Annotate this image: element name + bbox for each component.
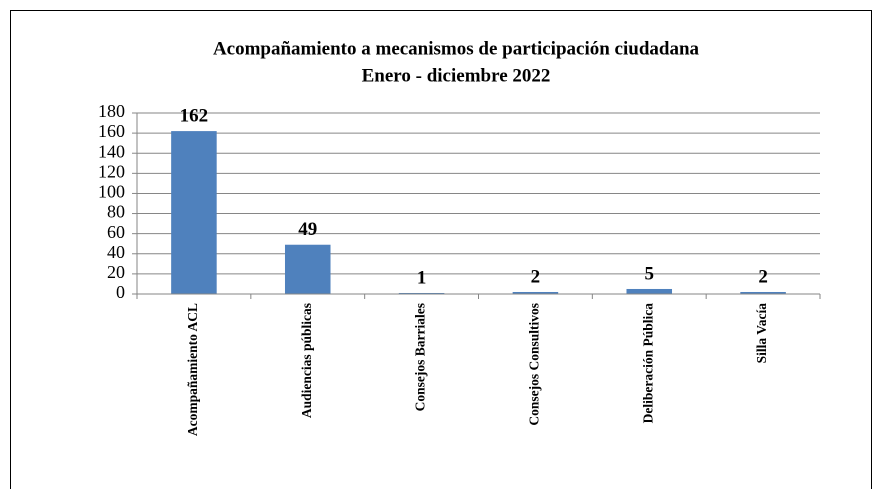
frame [10, 10, 872, 489]
x-tick-label: Consejos Consultivos [527, 303, 542, 426]
x-tick-label: Acompañamiento ACL [185, 303, 200, 436]
chart-title: Acompañamiento a mecanismos de participa… [213, 38, 700, 59]
chart-subtitle: Enero - diciembre 2022 [362, 65, 551, 86]
value-label: 1 [417, 267, 427, 288]
y-tick-label: 120 [98, 161, 125, 181]
bar [284, 244, 331, 294]
value-label: 162 [180, 105, 209, 126]
y-tick-label: 60 [107, 222, 125, 242]
x-tick-label: Consejos Barriales [413, 303, 428, 411]
y-tick-label: 80 [107, 202, 125, 222]
y-tick-label: 180 [98, 101, 125, 121]
bar [512, 291, 559, 294]
bar [626, 288, 673, 294]
x-tick-label: Deliberación Pública [640, 303, 655, 424]
x-tick-label: Silla Vacía [754, 303, 769, 364]
value-label: 2 [758, 266, 768, 287]
value-label: 49 [298, 219, 317, 240]
y-tick-label: 160 [98, 121, 125, 141]
x-tick-label: Audiencias públicas [299, 303, 314, 418]
bar [398, 292, 445, 294]
y-tick-label: 100 [98, 182, 125, 202]
bar [171, 131, 217, 294]
y-tick-label: 20 [107, 262, 125, 282]
bar [740, 291, 786, 294]
value-label: 5 [645, 263, 655, 284]
y-tick-label: 0 [116, 282, 125, 302]
value-label: 2 [531, 266, 541, 287]
y-tick-label: 40 [107, 242, 125, 262]
y-tick-label: 140 [98, 141, 125, 161]
